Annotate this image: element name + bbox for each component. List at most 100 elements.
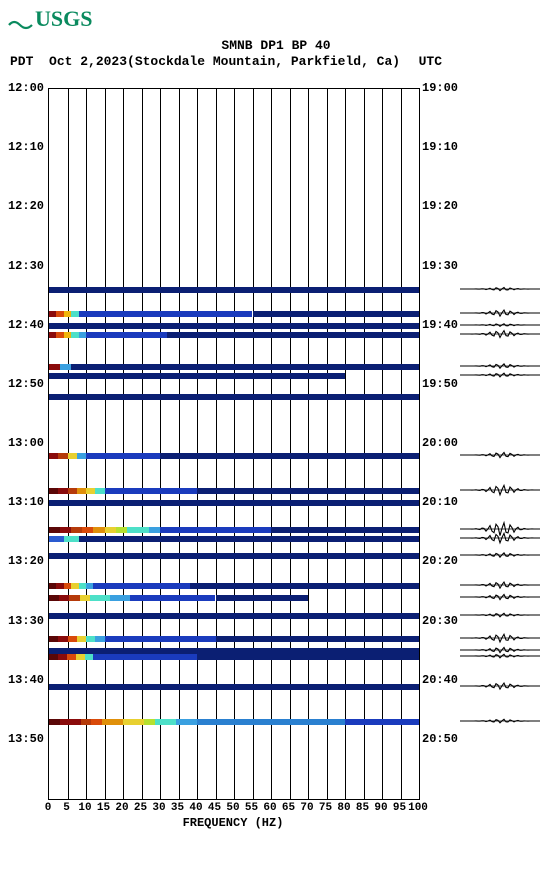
y-tick-label-left: 13:50: [4, 732, 44, 746]
y-tick-label-left: 12:40: [4, 318, 44, 332]
gridline: [197, 89, 198, 799]
band-seg: [49, 527, 61, 533]
x-tick-label: 55: [245, 802, 258, 814]
band-seg: [49, 595, 60, 601]
waveform-glyph: [460, 480, 540, 500]
plot-date: Oct 2,2023: [49, 54, 127, 69]
y-tick-label-left: 12:00: [4, 81, 44, 95]
waveform-glyph: [460, 279, 540, 299]
band-seg: [82, 527, 94, 533]
y-tick-label-left: 12:50: [4, 377, 44, 391]
gridline: [142, 89, 143, 799]
spectral-band: [49, 583, 419, 589]
spectral-band: [49, 500, 419, 506]
x-tick-label: 40: [189, 802, 202, 814]
gridline: [308, 89, 309, 799]
pdt-label: PDT: [10, 54, 33, 69]
waveform-glyph: [460, 676, 540, 696]
band-seg: [86, 453, 160, 459]
band-seg: [120, 595, 131, 601]
band-seg: [64, 500, 419, 506]
gridline: [364, 89, 365, 799]
band-seg: [60, 323, 419, 329]
spectrogram-plot: [48, 88, 420, 800]
band-seg: [49, 500, 64, 506]
band-seg: [91, 719, 102, 725]
x-tick-label: 90: [374, 802, 387, 814]
x-tick-label: 10: [78, 802, 91, 814]
x-tick-label: 85: [356, 802, 369, 814]
gridline: [382, 89, 383, 799]
y-tick-label-left: 12:30: [4, 259, 44, 273]
spectral-band: [49, 527, 419, 533]
x-tick-label: 60: [263, 802, 276, 814]
band-seg: [79, 536, 419, 542]
band-seg: [64, 536, 79, 542]
waveform-glyph: [460, 605, 540, 625]
band-seg: [71, 364, 419, 370]
gridline: [216, 89, 217, 799]
gridline: [105, 89, 106, 799]
band-seg: [64, 613, 419, 619]
band-seg: [176, 719, 187, 725]
spectral-band: [49, 394, 419, 400]
y-tick-label-left: 13:10: [4, 495, 44, 509]
plot-subtitle: PDT Oct 2,2023(Stockdale Mountain, Parkf…: [10, 54, 400, 69]
band-seg: [130, 595, 215, 601]
x-tick-label: 65: [282, 802, 295, 814]
band-seg: [86, 332, 167, 338]
band-seg: [64, 394, 419, 400]
band-seg: [116, 527, 128, 533]
spectral-band: [49, 719, 419, 725]
spectral-band: [49, 684, 419, 690]
band-seg: [134, 719, 145, 725]
band-seg: [93, 654, 197, 660]
band-seg: [49, 536, 64, 542]
band-seg: [49, 373, 64, 379]
band-seg: [80, 595, 91, 601]
y-tick-label-left: 13:20: [4, 554, 44, 568]
gridline: [160, 89, 161, 799]
x-axis-label: FREQUENCY (HZ): [133, 816, 333, 830]
y-tick-label-right: 19:00: [422, 81, 462, 95]
y-tick-label-right: 19:40: [422, 318, 462, 332]
band-seg: [59, 595, 70, 601]
band-seg: [186, 719, 197, 725]
band-seg: [49, 684, 64, 690]
gridline: [327, 89, 328, 799]
y-tick-label-right: 20:30: [422, 614, 462, 628]
band-seg: [49, 364, 61, 370]
gridline: [86, 89, 87, 799]
band-seg: [144, 719, 155, 725]
spectral-band: [49, 553, 419, 559]
x-tick-label: 100: [408, 802, 428, 814]
band-seg: [216, 636, 420, 642]
y-tick-label-left: 12:20: [4, 199, 44, 213]
spectral-band: [49, 373, 419, 379]
band-seg: [49, 287, 61, 293]
band-seg: [110, 595, 121, 601]
band-seg: [345, 719, 419, 725]
y-tick-label-right: 20:00: [422, 436, 462, 450]
band-seg: [49, 613, 64, 619]
spectral-band: [49, 453, 419, 459]
band-seg: [197, 654, 419, 660]
band-seg: [64, 553, 419, 559]
band-seg: [60, 287, 419, 293]
band-seg: [105, 527, 117, 533]
band-seg: [123, 719, 134, 725]
band-seg: [190, 583, 419, 589]
spectral-band: [49, 287, 419, 293]
band-seg: [155, 719, 166, 725]
band-seg: [160, 453, 419, 459]
spectral-band: [49, 323, 419, 329]
band-seg: [71, 527, 83, 533]
y-tick-label-right: 19:50: [422, 377, 462, 391]
band-seg: [165, 719, 176, 725]
y-tick-label-right: 20:10: [422, 495, 462, 509]
x-tick-label: 75: [319, 802, 332, 814]
band-seg: [93, 527, 105, 533]
plot-title: SMNB DP1 BP 40: [0, 38, 552, 53]
y-tick-label-right: 20:50: [422, 732, 462, 746]
x-tick-label: 70: [300, 802, 313, 814]
